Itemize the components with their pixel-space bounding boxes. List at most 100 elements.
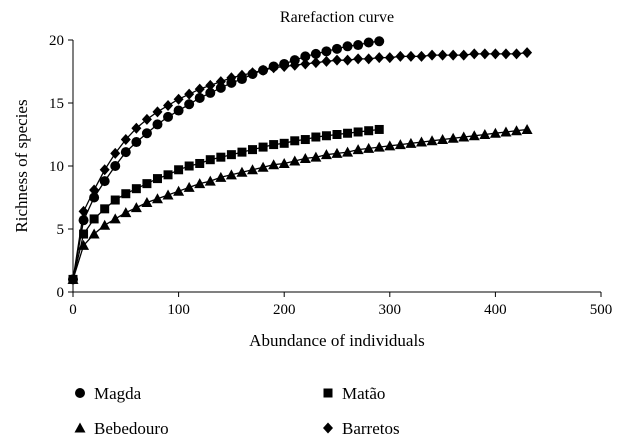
data-point: [183, 181, 195, 192]
data-point: [79, 229, 89, 239]
y-tick-label: 5: [57, 222, 65, 238]
series-line: [72, 40, 380, 280]
data-point: [278, 157, 290, 168]
data-point: [468, 130, 480, 141]
x-tick-label: 100: [167, 302, 190, 318]
data-point: [110, 195, 120, 205]
data-point: [269, 140, 279, 150]
legend-marker: [74, 422, 86, 433]
data-point: [141, 113, 152, 125]
legend-label: Matão: [342, 384, 385, 403]
data-point: [331, 147, 343, 158]
data-point: [184, 88, 195, 100]
axes: [72, 40, 601, 293]
data-point: [353, 53, 364, 65]
data-point: [353, 40, 364, 51]
data-point: [130, 202, 142, 213]
data-point: [120, 207, 132, 218]
data-point: [427, 49, 438, 61]
data-point: [99, 176, 110, 187]
data-point: [342, 54, 353, 66]
ticks: 0 100 200 300 400 500 0 5 10 15 20: [49, 33, 612, 318]
data-point: [78, 239, 90, 250]
data-point: [236, 166, 248, 177]
y-axis-label: Richness of species: [12, 99, 31, 232]
legend-label: Barretos: [342, 419, 400, 438]
data-point: [416, 50, 427, 62]
data-point: [174, 165, 184, 175]
data-point: [226, 150, 236, 160]
series-line: [72, 128, 528, 280]
x-tick-label: 400: [484, 302, 507, 318]
data-point: [194, 92, 205, 103]
data-point: [89, 214, 99, 224]
data-point: [364, 126, 374, 136]
data-point: [163, 170, 173, 180]
data-point: [332, 130, 342, 139]
data-point: [215, 76, 226, 88]
y-tick-label: 10: [49, 159, 64, 175]
data-point: [120, 134, 131, 146]
x-tick-label: 0: [69, 302, 77, 318]
data-point: [99, 164, 110, 176]
legend-item: Magda: [75, 384, 142, 403]
data-point: [342, 146, 354, 157]
data-point: [88, 228, 100, 239]
data-point: [437, 134, 449, 145]
data-point: [394, 139, 406, 150]
series-triangle: [67, 123, 533, 284]
data-point: [89, 184, 100, 196]
data-point: [152, 119, 163, 130]
data-point: [300, 51, 311, 62]
data-point: [289, 155, 301, 166]
data-point: [215, 82, 226, 93]
data-point: [184, 99, 195, 110]
data-point: [321, 55, 332, 67]
data-point: [321, 131, 331, 141]
data-point: [310, 151, 322, 162]
series-diamond: [68, 47, 533, 285]
data-point: [141, 128, 152, 139]
data-point: [332, 54, 342, 66]
data-point: [163, 100, 174, 112]
data-point: [216, 152, 226, 162]
data-point: [151, 193, 163, 204]
data-point: [152, 174, 162, 184]
data-point: [173, 105, 184, 116]
x-tick-label: 200: [273, 302, 296, 318]
data-point: [226, 72, 237, 84]
data-point: [395, 50, 406, 62]
y-tick-label: 15: [49, 96, 64, 112]
data-point: [448, 49, 459, 61]
data-point: [184, 161, 194, 171]
data-point: [426, 135, 438, 146]
data-point: [205, 155, 215, 165]
legend: Magda Matão Bebedouro Barretos: [74, 384, 400, 438]
legend-marker: [323, 388, 333, 398]
data-point: [162, 189, 174, 200]
data-point: [310, 48, 321, 59]
x-axis-label: Abundance of individuals: [249, 331, 425, 350]
data-point: [194, 83, 205, 95]
series-layer: [67, 36, 533, 285]
data-point: [447, 132, 459, 143]
data-point: [384, 140, 396, 151]
data-point: [237, 147, 247, 157]
data-point: [236, 69, 247, 81]
data-point: [437, 49, 448, 61]
data-point: [511, 48, 522, 60]
data-point: [68, 273, 78, 285]
data-point: [194, 178, 206, 189]
data-point: [374, 52, 385, 64]
data-point: [374, 124, 384, 134]
data-point: [131, 137, 142, 148]
data-point: [279, 60, 290, 72]
data-point: [99, 219, 111, 230]
data-point: [142, 179, 152, 189]
data-point: [258, 142, 268, 152]
data-point: [279, 138, 289, 148]
data-point: [363, 142, 375, 153]
data-point: [247, 67, 258, 79]
data-point: [100, 204, 110, 214]
